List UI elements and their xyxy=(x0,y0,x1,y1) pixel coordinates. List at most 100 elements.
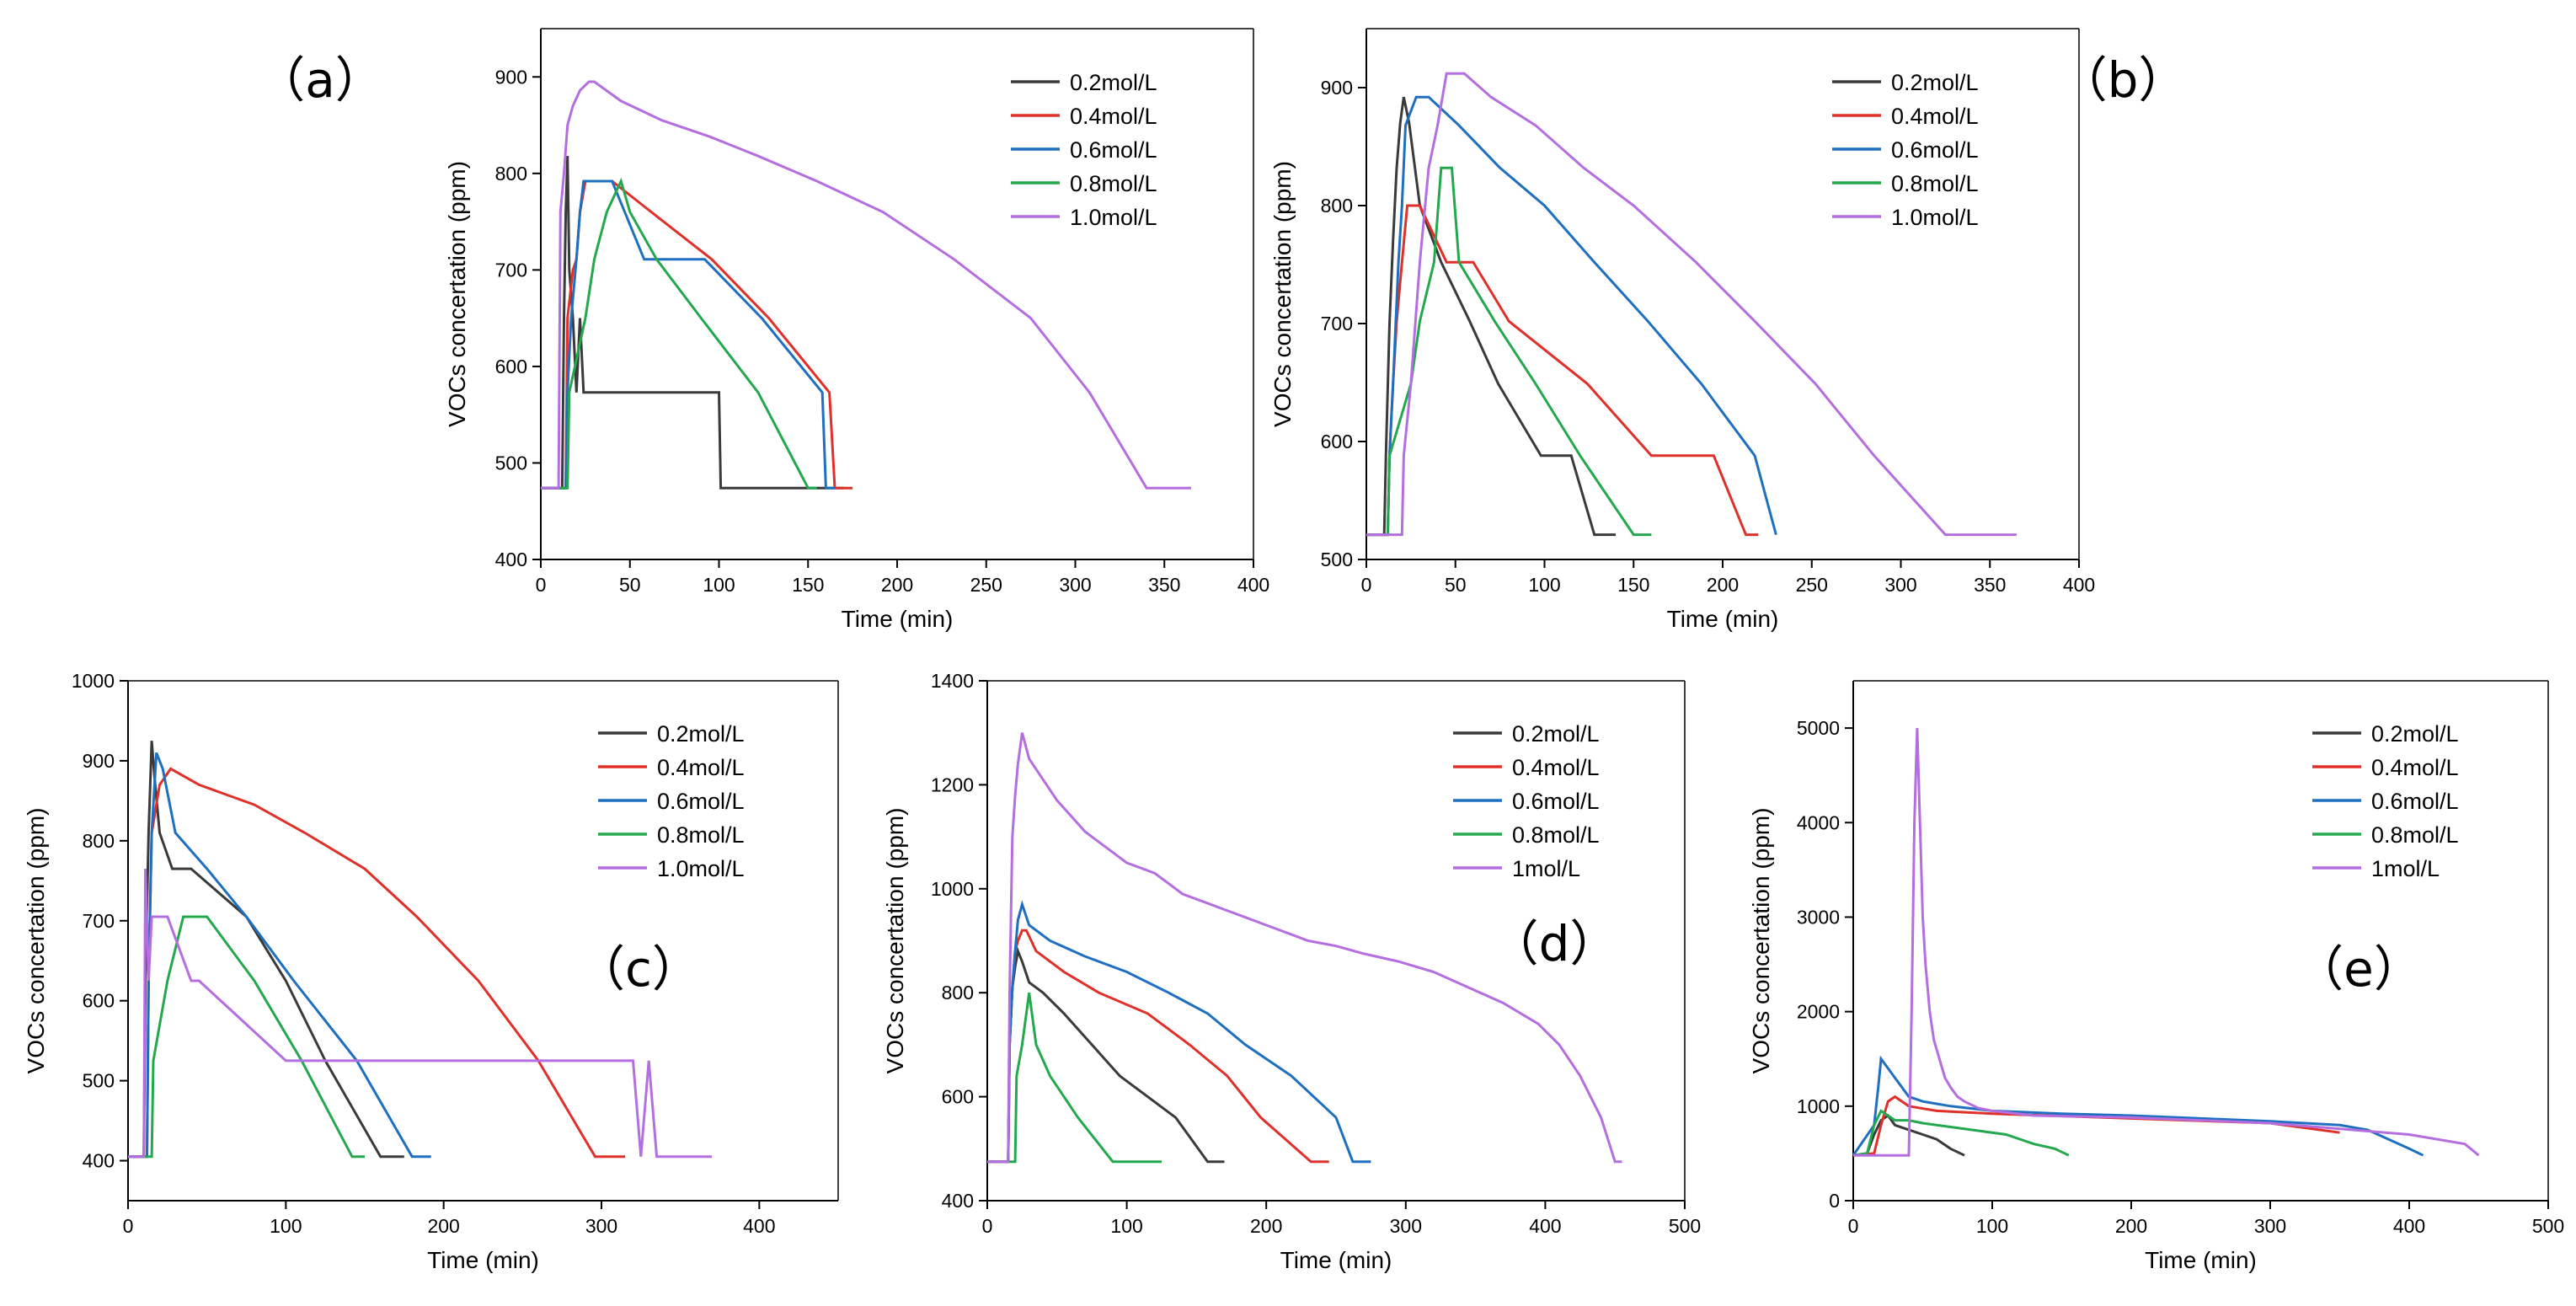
legend-label: 0.6mol/L xyxy=(2371,789,2459,814)
x-tick-label: 400 xyxy=(2063,574,2095,596)
legend-label: 0.8mol/L xyxy=(657,822,745,848)
chart-panel-2: 0 100 200 300 400 400 500 600 700 800 900 1000 Time … xyxy=(23,670,839,1273)
x-axis-title: Time (min) xyxy=(842,606,954,632)
legend-label: 0.6mol/L xyxy=(1512,789,1600,814)
x-tick-label: 100 xyxy=(1976,1215,2008,1237)
legend-label: 0.4mol/L xyxy=(1891,104,1979,129)
y-tick-label: 600 xyxy=(1321,431,1353,452)
y-tick-label: 900 xyxy=(83,750,115,772)
series-line-1.0mol/L xyxy=(128,869,713,1159)
y-tick-label: 900 xyxy=(495,66,527,88)
y-axis-title: VOCs concertation (ppm) xyxy=(1269,161,1296,427)
x-tick-label: 300 xyxy=(585,1215,617,1237)
x-tick-label: 350 xyxy=(1974,574,2006,596)
legend-label: 0.6mol/L xyxy=(657,789,745,814)
series-line-0.2mol/L xyxy=(541,156,844,490)
y-tick-label: 400 xyxy=(495,549,527,570)
x-tick-label: 0 xyxy=(982,1215,993,1237)
legend-label: 0.6mol/L xyxy=(1891,137,1979,163)
y-tick-label: 900 xyxy=(1321,77,1353,99)
legend-label: 0.2mol/L xyxy=(1512,721,1600,747)
series-line-0.6mol/L xyxy=(1366,95,1777,537)
x-tick-label: 300 xyxy=(1390,1215,1422,1237)
y-axis-title: VOCs concertation (ppm) xyxy=(444,161,470,427)
x-axis-title: Time (min) xyxy=(2145,1247,2257,1273)
x-tick-label: 400 xyxy=(1237,574,1269,596)
x-tick-label: 500 xyxy=(2532,1215,2564,1237)
y-tick-label: 0 xyxy=(1829,1190,1840,1212)
x-tick-label: 100 xyxy=(703,574,735,596)
series-line-0.6mol/L xyxy=(987,900,1371,1164)
y-tick-label: 1400 xyxy=(931,670,974,692)
legend-label: 0.4mol/L xyxy=(2371,755,2459,780)
y-axis-title: VOCs concertation (ppm) xyxy=(1748,808,1774,1074)
y-tick-label: 500 xyxy=(83,1070,115,1092)
series-line-0.4mol/L xyxy=(987,929,1329,1164)
legend-label: 1.0mol/L xyxy=(1070,205,1157,230)
x-tick-label: 200 xyxy=(881,574,913,596)
x-tick-label: 100 xyxy=(1528,574,1560,596)
x-tick-label: 100 xyxy=(1110,1215,1142,1237)
x-tick-label: 400 xyxy=(743,1215,775,1237)
y-tick-label: 800 xyxy=(942,982,974,1004)
legend-label: 0.4mol/L xyxy=(1070,104,1157,129)
series-line-1mol/L xyxy=(987,732,1622,1164)
y-axis-title: VOCs concertation (ppm) xyxy=(23,808,49,1074)
legend-label: 1.0mol/L xyxy=(657,856,745,881)
legend-label: 1.0mol/L xyxy=(1891,205,1979,230)
series-line-0.4mol/L xyxy=(1366,204,1759,537)
x-tick-label: 100 xyxy=(270,1215,302,1237)
x-tick-label: 300 xyxy=(2254,1215,2286,1237)
x-tick-label: 0 xyxy=(536,574,547,596)
legend-label: 0.2mol/L xyxy=(1070,70,1157,95)
y-tick-label: 4000 xyxy=(1797,811,1840,833)
series-line-0.6mol/L xyxy=(1852,1055,2424,1157)
panel-label: （c） xyxy=(576,940,701,998)
y-tick-label: 600 xyxy=(495,356,527,377)
y-tick-label: 500 xyxy=(1321,549,1353,570)
x-tick-label: 500 xyxy=(1669,1215,1701,1237)
x-tick-label: 200 xyxy=(427,1215,459,1237)
x-tick-label: 50 xyxy=(619,574,641,596)
x-axis-title: Time (min) xyxy=(427,1247,539,1273)
y-tick-label: 700 xyxy=(83,910,115,932)
series-line-1.0mol/L xyxy=(541,80,1191,490)
legend-label: 0.8mol/L xyxy=(1891,171,1979,196)
legend-label: 0.4mol/L xyxy=(1512,755,1600,780)
legend-label: 0.8mol/L xyxy=(1512,822,1600,848)
x-tick-label: 250 xyxy=(970,574,1002,596)
chart-panel-1: 0 50 100 150 200 250 300 350 400 500 600 700 800 900 T… xyxy=(1269,28,2187,632)
series-line-0.6mol/L xyxy=(541,179,835,490)
chart-panel-4: 0 100 200 300 400 500010002000300040005000Tim… xyxy=(1748,680,2564,1273)
series-line-0.4mol/L xyxy=(128,767,626,1159)
x-tick-label: 200 xyxy=(1250,1215,1282,1237)
panel-label: （d） xyxy=(1490,915,1619,972)
series-line-0.8mol/L xyxy=(987,992,1162,1164)
x-tick-label: 150 xyxy=(792,574,824,596)
legend-label: 0.2mol/L xyxy=(657,721,745,747)
y-tick-label: 800 xyxy=(495,163,527,185)
x-tick-label: 0 xyxy=(123,1215,134,1237)
series-line-0.2mol/L xyxy=(1852,1113,1965,1157)
legend-label: 0.8mol/L xyxy=(2371,822,2459,848)
legend-label: 0.8mol/L xyxy=(1070,171,1157,196)
legend-label: 1mol/L xyxy=(1512,856,1580,881)
series-line-0.2mol/L xyxy=(1366,96,1617,537)
y-tick-label: 1200 xyxy=(931,773,974,795)
legend-label: 0.2mol/L xyxy=(1891,70,1979,95)
y-axis-title: VOCs concertation (ppm) xyxy=(882,808,908,1074)
series-line-0.4mol/L xyxy=(541,179,853,490)
y-tick-label: 400 xyxy=(942,1190,974,1212)
series-line-1mol/L xyxy=(1853,728,2480,1157)
x-tick-label: 400 xyxy=(2393,1215,2425,1237)
y-tick-label: 700 xyxy=(1321,313,1353,335)
series-line-0.8mol/L xyxy=(128,915,365,1159)
legend-label: 0.2mol/L xyxy=(2371,721,2459,747)
chart-panel-0: 0 50 100 150 200 250 300 350 400 400 500 600 700 800 9… xyxy=(256,28,1269,632)
series-line-1.0mol/L xyxy=(1366,72,2017,537)
y-tick-label: 800 xyxy=(1321,195,1353,217)
y-tick-label: 800 xyxy=(83,830,115,852)
x-tick-label: 50 xyxy=(1445,574,1467,596)
x-tick-label: 150 xyxy=(1617,574,1649,596)
